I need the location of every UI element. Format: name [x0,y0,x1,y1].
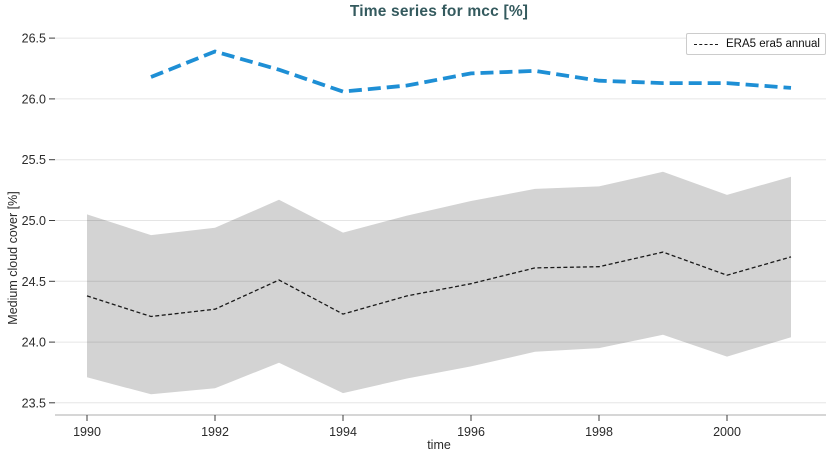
x-tick-label: 1998 [585,425,613,439]
uncertainty-band [87,171,791,395]
x-tick-label: 1990 [73,425,101,439]
x-tick-label: 1996 [457,425,485,439]
y-tick-label: 23.5 [22,396,46,410]
y-tick-label: 24.5 [22,275,46,289]
x-tick-label: 1992 [201,425,229,439]
y-tick-label: 26.0 [22,92,46,106]
y-tick-label: 25.0 [22,214,46,228]
y-tick-label: 24.0 [22,336,46,350]
legend: ERA5 era5 annual [686,33,826,55]
legend-entry-label: ERA5 era5 annual [726,38,820,50]
x-tick-label: 2000 [713,425,741,439]
x-tick-label: 1994 [329,425,357,439]
legend-dashed-line-icon [694,43,718,45]
page-title: Time series for mcc [%] [349,3,529,20]
y-axis-label: Medium cloud cover [%] [6,191,20,325]
x-axis-label: time [427,438,451,452]
blue-thick-dashed-line [150,49,792,94]
era5-annual-black-dashed-line [86,251,792,318]
y-tick-label: 25.5 [22,153,46,167]
y-tick-label: 26.5 [22,32,46,46]
